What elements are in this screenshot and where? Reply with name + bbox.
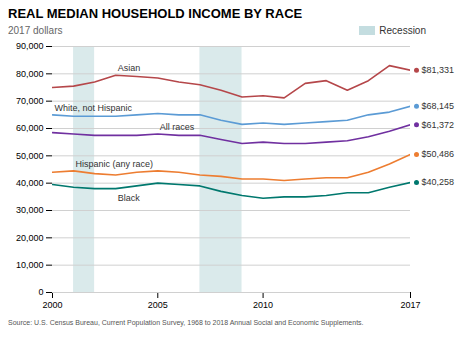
html-text:Source: U.S. Census Bureau, Cu: Source: U.S. Census Bureau, Current Popu… <box>8 319 364 326</box>
svg-text:70,000: 70,000 <box>16 96 44 106</box>
svg-text:30,000: 30,000 <box>16 205 44 215</box>
svg-text:White, not Hispanic: White, not Hispanic <box>55 103 133 113</box>
svg-text:80,000: 80,000 <box>16 69 44 79</box>
svg-text:$50,486: $50,486 <box>422 149 455 159</box>
svg-text:2000: 2000 <box>42 300 62 310</box>
svg-text:$61,372: $61,372 <box>422 120 455 130</box>
svg-text:2010: 2010 <box>253 300 273 310</box>
svg-text:90,000: 90,000 <box>16 41 44 51</box>
svg-text:20,000: 20,000 <box>16 233 44 243</box>
svg-text:0: 0 <box>38 287 43 297</box>
svg-text:Black: Black <box>118 193 141 203</box>
svg-text:2017: 2017 <box>400 300 420 310</box>
svg-text:$40,258: $40,258 <box>422 177 455 187</box>
svg-text:40,000: 40,000 <box>16 178 44 188</box>
svg-text:Hispanic (any race): Hispanic (any race) <box>76 159 154 169</box>
html-text:2017 dollars: 2017 dollars <box>8 25 63 36</box>
svg-text:2005: 2005 <box>148 300 168 310</box>
svg-text:Asian: Asian <box>118 63 141 73</box>
html-text:REAL MEDIAN HOUSEHOLD INCOME B: REAL MEDIAN HOUSEHOLD INCOME BY RACE <box>8 6 303 21</box>
svg-text:60,000: 60,000 <box>16 123 44 133</box>
svg-text:$68,145: $68,145 <box>422 101 455 111</box>
svg-text:10,000: 10,000 <box>16 260 44 270</box>
html-text:Recession: Recession <box>379 25 426 36</box>
svg-text:50,000: 50,000 <box>16 151 44 161</box>
svg-text:All races: All races <box>160 122 195 132</box>
svg-text:$81,331: $81,331 <box>422 65 455 75</box>
